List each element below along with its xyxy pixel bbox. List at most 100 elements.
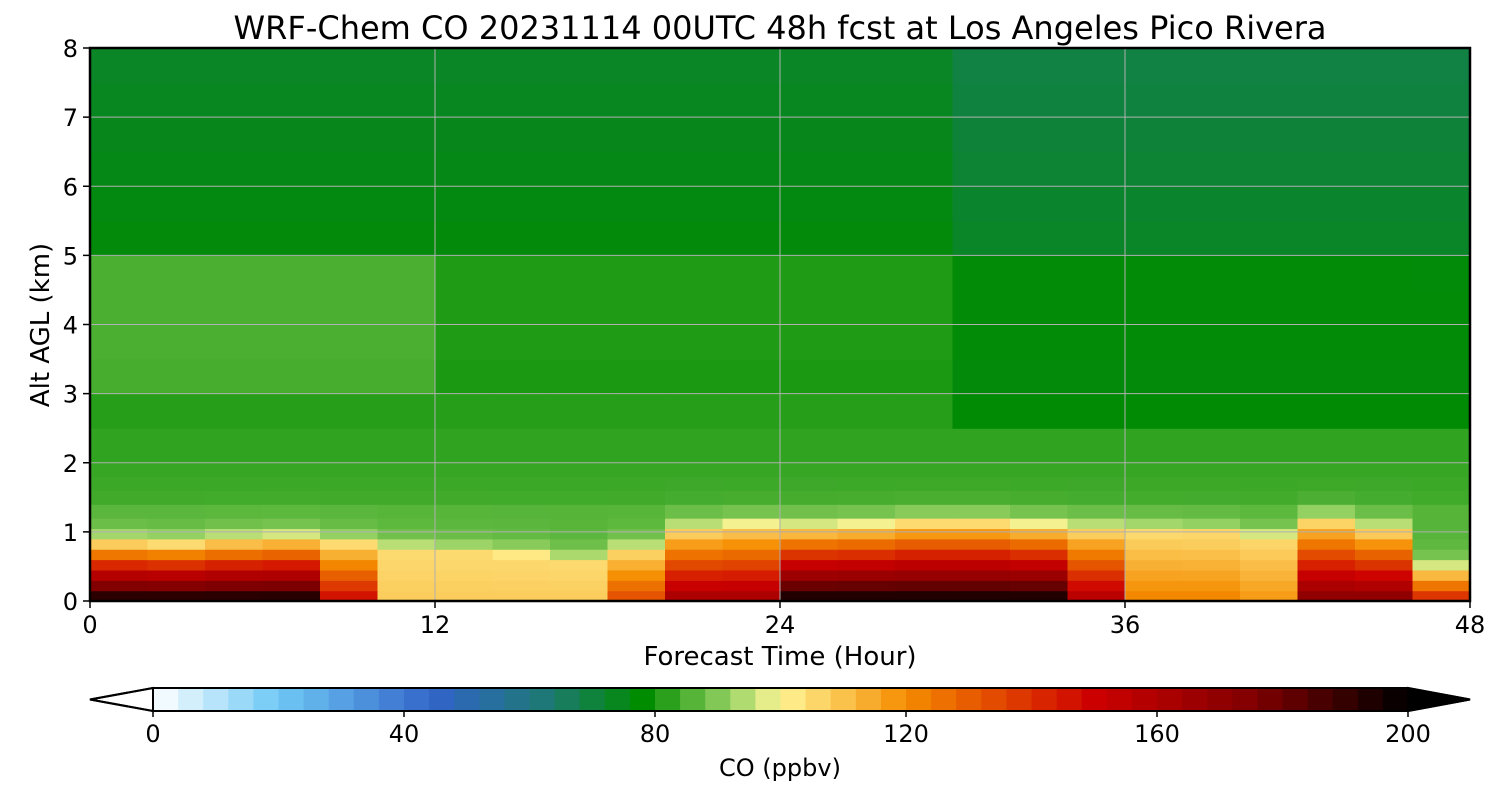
y-tick-label: 0 (63, 588, 78, 616)
field-cell (205, 590, 264, 601)
field-cell (952, 538, 1011, 550)
field-cell (435, 186, 494, 222)
field-cell (1182, 220, 1241, 256)
field-cell (147, 528, 206, 540)
field-cell (722, 528, 781, 540)
field-cell (1182, 590, 1241, 601)
field-cell (952, 559, 1011, 571)
field-cell (837, 559, 896, 571)
field-cell (262, 538, 321, 550)
field-cell (1240, 462, 1299, 478)
field-cell (1010, 476, 1069, 491)
field-cell (780, 518, 839, 530)
field-cell (377, 490, 436, 505)
colorbar-bin (228, 688, 254, 711)
field-cell (895, 324, 954, 360)
field-cell (1067, 590, 1126, 601)
y-tick-label: 1 (63, 519, 78, 547)
field-cell (722, 504, 781, 519)
y-axis: 0 1 2 3 4 5 6 7 8 (63, 35, 90, 616)
field-cell (895, 117, 954, 153)
field-cell (837, 393, 896, 429)
field-cell (147, 255, 206, 291)
field-cell (1355, 518, 1414, 530)
field-cell (1297, 359, 1356, 395)
field-cell (320, 462, 379, 478)
field-cell (837, 504, 896, 519)
field-cell (1412, 490, 1470, 505)
field-cell (320, 580, 379, 592)
field-cell (952, 393, 1011, 429)
colorbar-bin (1006, 688, 1032, 711)
field-cell (1125, 559, 1184, 571)
field-cell (607, 580, 666, 592)
field-cell (780, 549, 839, 561)
field-cell (837, 569, 896, 581)
colorbar-tick-label: 120 (883, 720, 929, 748)
field-cell (90, 569, 149, 581)
field-cell (1355, 428, 1414, 464)
field-cell (895, 289, 954, 326)
field-cell (837, 48, 896, 84)
field-cell (320, 255, 379, 291)
field-cell (780, 82, 839, 118)
x-tick-label: 24 (765, 611, 796, 639)
field-cell (1240, 82, 1299, 118)
field-cell (1297, 186, 1356, 222)
field-cell (665, 559, 724, 571)
field-cell (722, 359, 781, 395)
co-field (90, 48, 1470, 601)
field-cell (90, 359, 149, 395)
field-cell (895, 151, 954, 187)
field-cell (1355, 82, 1414, 118)
field-cell (837, 490, 896, 505)
colorbar-bin (981, 688, 1007, 711)
field-cell (895, 518, 954, 530)
field-cell (205, 569, 264, 581)
field-cell (205, 48, 264, 84)
grid-lines (90, 48, 1470, 601)
field-cell (780, 220, 839, 256)
field-cell (895, 528, 954, 540)
field-cell (837, 117, 896, 153)
field-cell (1010, 82, 1069, 118)
colorbar-bin (579, 688, 606, 711)
field-cell (492, 580, 551, 592)
field-cell (1067, 559, 1126, 571)
field-cell (377, 518, 436, 530)
field-cell (1355, 324, 1414, 360)
field-cell (1067, 476, 1126, 491)
field-cell (780, 559, 839, 571)
field-cell (1010, 220, 1069, 256)
field-cell (1182, 82, 1241, 118)
field-cell (722, 518, 781, 530)
field-cell (435, 580, 494, 592)
field-cell (665, 117, 724, 153)
field-cell (1240, 324, 1299, 360)
field-cell (90, 289, 149, 326)
field-cell (1240, 518, 1299, 530)
field-cell (1297, 324, 1356, 360)
chart-title: WRF-Chem CO 20231114 00UTC 48h fcst at L… (234, 9, 1327, 47)
field-cell (665, 538, 724, 550)
field-cell (722, 569, 781, 581)
field-cell (147, 580, 206, 592)
field-cell (607, 528, 666, 540)
field-cell (262, 490, 321, 505)
field-cell (665, 82, 724, 118)
field-cell (952, 580, 1011, 592)
field-cell (320, 476, 379, 491)
x-tick-label: 12 (420, 611, 451, 639)
field-cell (90, 528, 149, 540)
field-cell (147, 393, 206, 429)
field-cell (90, 220, 149, 256)
field-cell (435, 393, 494, 429)
field-cell (1010, 151, 1069, 187)
field-cell (1355, 255, 1414, 291)
field-cell (1067, 549, 1126, 561)
colorbar-bin (1232, 688, 1258, 711)
field-cell (1067, 528, 1126, 540)
field-cell (665, 518, 724, 530)
field-cell (780, 255, 839, 291)
field-cell (1010, 569, 1069, 581)
